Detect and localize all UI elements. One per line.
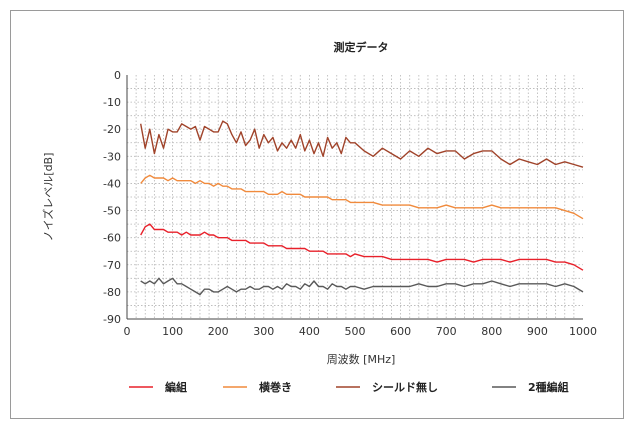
legend-item: 編組 <box>129 380 187 394</box>
chart-svg: 測定データ 0 -10 -20 -30 -40 -50 -60 -70 -80 -90 0 100 2… <box>41 40 598 394</box>
chart-title: 測定データ <box>334 40 389 54</box>
series-lines <box>140 120 584 296</box>
x-tick-label: 300 <box>253 325 274 338</box>
x-tick-label: 100 <box>162 325 183 338</box>
legend-label: 2種編組 <box>528 380 569 394</box>
legend-item: 2種編組 <box>492 380 569 394</box>
grid-lines <box>127 75 583 319</box>
y-tick-label: -60 <box>103 232 121 245</box>
x-tick-label: 400 <box>299 325 320 338</box>
x-tick-label: 700 <box>436 325 457 338</box>
x-tick-label: 600 <box>390 325 411 338</box>
x-tick-label: 200 <box>208 325 229 338</box>
series-line <box>140 223 584 271</box>
y-tick-label: -20 <box>103 123 121 136</box>
series-line <box>140 120 584 168</box>
y-tick-label: -70 <box>103 259 121 272</box>
legend-label: 横巻き <box>259 380 292 394</box>
x-tick-label: 0 <box>124 325 131 338</box>
y-tick-label: -50 <box>103 205 121 218</box>
x-tick-labels: 0 100 200 300 400 500 600 700 800 900 1000 <box>124 325 598 338</box>
x-tick-label: 900 <box>527 325 548 338</box>
axes <box>126 75 583 320</box>
y-tick-label: -80 <box>103 286 121 299</box>
y-tick-labels: 0 -10 -20 -30 -40 -50 -60 -70 -80 -90 <box>103 69 121 326</box>
y-tick-label: -30 <box>103 150 121 163</box>
y-axis-label: ノイズレベル[dB] <box>41 153 55 242</box>
y-tick-label: -90 <box>103 313 121 326</box>
y-tick-label: 0 <box>114 69 121 82</box>
chart-frame: 測定データ 0 -10 -20 -30 -40 -50 -60 -70 -80 -90 0 100 2… <box>10 10 624 419</box>
legend-label: シールド無し <box>372 380 438 394</box>
legend-item: 横巻き <box>223 380 292 394</box>
series-line <box>140 174 584 220</box>
x-tick-label: 800 <box>481 325 502 338</box>
series-line <box>140 277 584 296</box>
x-tick-label: 1000 <box>569 325 597 338</box>
legend-item: シールド無し <box>336 380 438 394</box>
y-tick-label: -40 <box>103 177 121 190</box>
x-axis-label: 周波数 [MHz] <box>327 353 396 366</box>
legend-label: 編組 <box>165 380 187 394</box>
y-tick-label: -10 <box>103 96 121 109</box>
x-tick-label: 500 <box>345 325 366 338</box>
legend: 編組 横巻き シールド無し 2種編組 <box>129 380 569 394</box>
